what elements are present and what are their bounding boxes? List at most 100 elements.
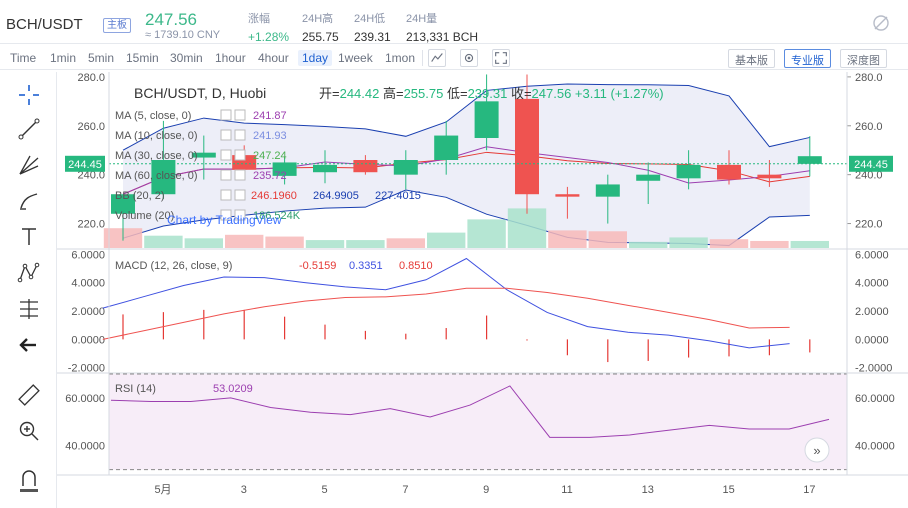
volume-bar [386,238,425,248]
ohlc-summary-part: 247.56 [532,86,572,101]
candle-body [353,160,378,173]
indicator-settings-icon [220,189,232,201]
macd-tick-label-right: 6.0000 [855,249,889,261]
x-tick-label: 9 [483,484,489,496]
x-tick-label: 7 [402,484,408,496]
volume-bar [427,232,466,248]
x-tick-label: 5 [322,484,328,496]
interval-1day[interactable]: 1day [298,50,333,66]
magnet-icon[interactable] [16,466,42,492]
volume-bar [750,240,789,248]
price-tick-label-left: 220.0 [77,219,105,231]
candle-body [474,101,499,138]
fib-fan-icon[interactable] [16,152,42,178]
interval-toolbar: Time 1min 5min 15min 30min 1hour 4hour 1… [0,46,908,70]
macd-tick-label-right: 0.0000 [855,334,889,346]
rsi-pane: 60.0000 60.0000 40.0000 40.0000 » [65,373,895,471]
rsi-line [110,385,830,438]
candle-body [797,156,822,164]
macd-tick-label-right: 4.0000 [855,278,889,290]
stat-label: 24H低 [354,13,386,25]
interval-time[interactable]: Time [10,51,37,65]
indicator-value: 186.524K [253,210,301,222]
indicator-value: 227.4015 [375,190,421,202]
board-badge: 主板 [103,18,131,33]
interval-4hour[interactable]: 4hour [258,51,289,65]
main-pane: 280.0 280.0 260.0 260.0 240.0 240.0 220.0 220.0… [65,72,893,248]
pattern-icon[interactable] [16,260,42,286]
candle-body [151,160,176,195]
indicator-name: BB (20, 2) [115,190,165,202]
price-chart[interactable]: 280.0 280.0 260.0 260.0 240.0 240.0 220.0 220.0… [57,72,908,508]
zoom-in-icon[interactable] [16,418,42,444]
rsi-tick-label-left: 60.0000 [65,393,105,405]
candle-body [595,184,620,197]
price-tick-label-right: 280.0 [855,72,883,84]
indicator-close-icon [234,149,246,161]
view-depth-button[interactable]: 深度图 [840,49,887,68]
candle-body [555,194,580,197]
price-tick-label-right: 220.0 [855,219,883,231]
back-arrow-icon[interactable] [16,332,42,358]
indicator-value: 246.1960 [251,190,297,202]
macd-tick-label-left: 6.0000 [71,249,105,261]
indicator-close-icon [234,109,246,121]
brush-icon[interactable] [16,188,42,214]
stat-value: 239.31 [354,30,391,44]
crosshair-icon[interactable] [16,82,42,108]
ruler-icon[interactable] [16,382,42,408]
fullscreen-icon[interactable] [492,49,510,67]
text-tool-icon[interactable] [16,224,42,250]
last-price-label-left: 244.45 [68,159,102,171]
ohlc-summary-part: 244.42 [340,86,380,101]
hide-eye-icon[interactable] [872,14,890,32]
interval-30min[interactable]: 30min [170,51,203,65]
indicator-value: 241.93 [253,130,287,142]
view-basic-button[interactable]: 基本版 [728,49,775,68]
measure-levels-icon[interactable] [16,296,42,322]
stat-label: 24H高 [302,13,334,25]
interval-1hour[interactable]: 1hour [215,51,246,65]
x-tick-label: 5月 [154,484,171,496]
candle-body [393,160,418,175]
macd-signal-line [102,287,790,340]
indicator-close-icon [234,189,246,201]
stat-high: 24H高 255.75 [302,10,339,44]
settings-icon[interactable] [460,49,478,67]
macd-pane: 6.0000 6.0000 4.0000 4.0000 2.0000 2.0000 0.00… [68,249,893,374]
chart-title: BCH/USDT, D, Huobi [134,85,266,101]
price-tick-label-left: 280.0 [77,72,105,84]
scroll-right-button [804,437,830,463]
macd-line [102,257,790,349]
interval-1min[interactable]: 1min [50,51,77,65]
ohlc-summary-part: 高= [379,86,403,101]
volume-bar [588,231,627,248]
indicator-name: MA (60, close, 0) [115,170,198,182]
macd-legend-value: 0.3351 [349,260,383,272]
pair-name[interactable]: BCH/USDT [6,16,83,33]
stat-label: 24H量 [406,13,438,25]
ohlc-summary-part: 239.31 [468,86,508,101]
stat-change: 涨幅 +1.28% [248,10,289,44]
last-price-tag-right [849,155,893,172]
cny-price: ≈ 1739.10 CNY [145,29,221,41]
last-price: 247.56 [145,10,197,29]
candle-body [636,174,661,181]
interval-1mon[interactable]: 1mon [385,51,416,65]
rsi-tick-label-right: 60.0000 [855,393,895,405]
interval-5min[interactable]: 5min [88,51,115,65]
rsi-tick-label-left: 40.0000 [65,441,105,453]
view-pro-button[interactable]: 专业版 [784,49,831,68]
indicator-name: MA (10, close, 0) [115,130,198,142]
indicator-value: 247.24 [253,150,287,162]
trend-line-icon[interactable] [16,116,42,142]
bollinger-band-fill [123,84,810,246]
interval-1week[interactable]: 1week [338,51,373,65]
chart-type-icon[interactable] [428,49,446,67]
candle-body [717,164,741,180]
ohlc-summary-part: 收= [507,86,531,101]
candle-body [757,174,782,179]
x-tick-label: 11 [561,484,572,496]
interval-15min[interactable]: 15min [126,51,159,65]
last-price-tag-left [65,155,105,172]
